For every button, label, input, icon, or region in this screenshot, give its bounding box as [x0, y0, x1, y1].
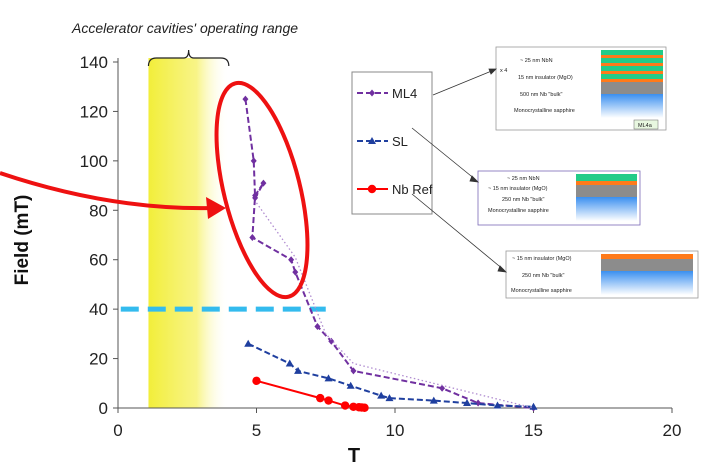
- x-tick-labels: 0 5 10 15 20: [113, 421, 681, 440]
- ml4-layer-4: Monocrystalline sapphire: [514, 108, 575, 114]
- operating-range-brace: [147, 49, 230, 67]
- legend-box: [351, 71, 433, 215]
- data-point: [340, 401, 350, 410]
- x-tick-label: 5: [252, 421, 261, 440]
- data-point: [429, 396, 438, 404]
- data-point: [385, 394, 394, 402]
- highlight-arrow: [0, 171, 213, 211]
- data-point: [244, 339, 253, 347]
- y-tick-label: 80: [89, 201, 108, 220]
- nb-layer-2: 250 nm Nb "bulk": [522, 273, 564, 279]
- highlight-ellipse: [214, 80, 310, 300]
- data-point: [350, 367, 357, 375]
- legend-label: ML4: [392, 86, 417, 101]
- data-point: [324, 396, 333, 405]
- data-point: [252, 191, 259, 199]
- data-point: [316, 393, 325, 403]
- x-tick-label: 10: [386, 421, 405, 440]
- series-trend-3: [255, 202, 534, 409]
- y-tick-label: 100: [80, 152, 108, 171]
- sl-layer-4: Monocrystalline sapphire: [488, 208, 549, 214]
- data-point: [463, 399, 472, 407]
- inset-ml4: x 4 ~ 25 nm NbN 15 nm insulator (MgO) 50…: [495, 46, 667, 131]
- data-point: [529, 402, 538, 410]
- series-line: [255, 202, 534, 409]
- y-axis-title: Field (mT): [12, 195, 33, 286]
- data-point: [285, 359, 294, 367]
- data-point: [260, 179, 267, 187]
- data-point: [314, 322, 321, 330]
- axes: [113, 58, 673, 413]
- data-point: [377, 391, 386, 399]
- y-tick-label: 20: [89, 350, 108, 369]
- y-tick-label: 60: [89, 251, 108, 270]
- y-tick-label: 0: [99, 399, 108, 418]
- legend-marker: [369, 89, 375, 97]
- legend-marker: [368, 137, 376, 144]
- series-nb-ref: [252, 376, 369, 412]
- nb-layer-1: ~ 15 nm insulator (MgO): [512, 256, 572, 262]
- y-tick-label: 140: [80, 53, 108, 72]
- legend-items: ML4 SL Nb Ref: [357, 86, 433, 197]
- y-tick-labels: 0 20 40 60 80 100 120 140: [80, 53, 108, 418]
- data-point: [250, 157, 257, 165]
- nb-layer-3: Monocrystalline sapphire: [511, 288, 572, 294]
- ml4-layer-3: 500 nm Nb "bulk": [520, 92, 562, 98]
- legend-label: SL: [392, 134, 408, 149]
- series-sl: [244, 339, 538, 410]
- legend-marker: [367, 184, 377, 194]
- x-tick-label: 20: [663, 421, 682, 440]
- data-point: [328, 337, 335, 345]
- inset-sl: ~ 25 nm NbN ~ 15 nm insulator (MgO) 250 …: [477, 170, 641, 226]
- sl-layer-2: ~ 15 nm insulator (MgO): [488, 186, 548, 192]
- data-point: [252, 376, 261, 386]
- data-point: [439, 384, 446, 392]
- data-point: [294, 366, 303, 374]
- data-point: [360, 403, 369, 412]
- series-ml4: [242, 95, 537, 412]
- ml4-tag: ML4a: [638, 123, 653, 129]
- data-point: [346, 381, 355, 389]
- y-tick-label: 40: [89, 300, 108, 319]
- data-point: [242, 95, 249, 103]
- ml4-layer-2: 15 nm insulator (MgO): [518, 75, 573, 81]
- series-layer: [242, 95, 538, 412]
- ml4-layer-1: ~ 25 nm NbN: [520, 58, 553, 64]
- data-point: [493, 401, 502, 409]
- data-point: [324, 374, 333, 382]
- ml4-repeat-label: x 4: [500, 68, 507, 74]
- operating-range-band: [148, 58, 229, 408]
- data-point: [292, 268, 299, 276]
- operating-range-label: Accelerator cavities' operating range: [71, 20, 298, 36]
- inset-pointers: [411, 68, 508, 273]
- x-axis-title: T: [348, 445, 360, 467]
- data-point: [249, 233, 256, 241]
- y-tick-label: 120: [80, 102, 108, 121]
- inset-nb: ~ 15 nm insulator (MgO) 250 nm Nb "bulk"…: [505, 250, 699, 299]
- sl-layer-3: 250 nm Nb "bulk": [502, 197, 544, 203]
- x-tick-label: 0: [113, 421, 122, 440]
- legend-label: Nb Ref: [392, 182, 433, 197]
- highlight-arrowhead: [206, 197, 226, 219]
- sl-layer-1: ~ 25 nm NbN: [507, 176, 540, 182]
- data-point: [288, 256, 295, 264]
- legend: ML4 SL Nb Ref: [351, 71, 433, 215]
- x-tick-label: 15: [524, 421, 543, 440]
